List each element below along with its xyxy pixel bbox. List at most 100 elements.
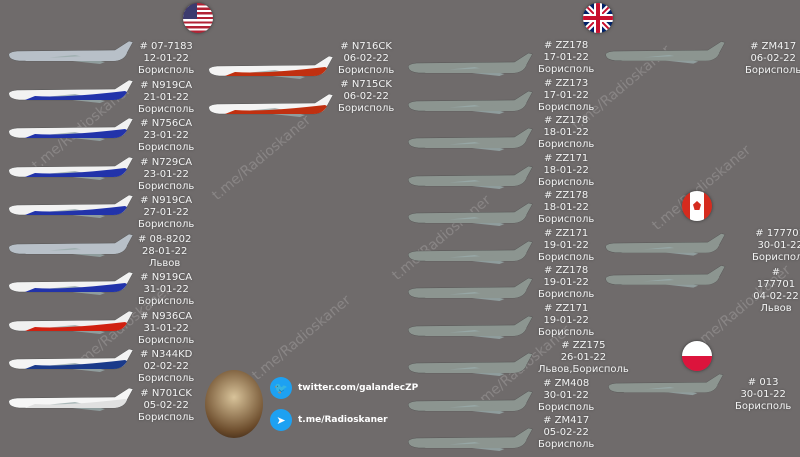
entry-reg: # N701CK bbox=[140, 387, 192, 399]
flight-entry: # N715CK 06-02-22 Борисполь bbox=[338, 79, 394, 115]
entry-reg: # ZZ171 bbox=[543, 302, 589, 314]
entry-date: 30-01-22 bbox=[543, 389, 589, 401]
entry-reg: # N715CK bbox=[340, 79, 392, 90]
telegram-icon: ➤ bbox=[270, 409, 292, 431]
flight-entry: # ZZ171 19-01-22 Борисполь bbox=[538, 303, 594, 339]
entry-reg: # N716CK bbox=[340, 41, 392, 52]
flight-entry: # 08-8202 28-01-22 Львов bbox=[138, 234, 191, 270]
entry-date: 02-02-22 bbox=[143, 361, 189, 372]
entry-reg: # 07-7183 bbox=[139, 41, 193, 52]
entry-date: 21-01-22 bbox=[143, 91, 189, 103]
entry-place: Борисполь bbox=[138, 334, 195, 346]
entry-date: 19-01-22 bbox=[543, 277, 589, 288]
entry-place: Борисполь bbox=[138, 373, 195, 384]
uk-flag-icon bbox=[583, 3, 613, 33]
aircraft-image bbox=[5, 310, 135, 340]
flight-entry: # ZZ178 18-01-22 Борисполь bbox=[538, 115, 594, 151]
aircraft-image bbox=[402, 390, 537, 420]
aircraft-image bbox=[5, 271, 135, 301]
entry-place: Борисполь bbox=[745, 65, 800, 76]
entry-date: 27-01-22 bbox=[143, 207, 189, 218]
entry-date: 12-01-22 bbox=[143, 53, 189, 64]
flight-entry: # 177701 04-02-22 Львов bbox=[752, 267, 800, 315]
aircraft-image bbox=[5, 233, 135, 263]
entry-date: 05-02-22 bbox=[543, 427, 589, 438]
entry-reg: # N729CA bbox=[140, 156, 193, 168]
entry-reg: # ZZ173 bbox=[543, 77, 589, 89]
entry-place: Борисполь bbox=[338, 65, 395, 76]
entry-reg: # ZZ171 bbox=[543, 227, 589, 239]
entry-reg: # ZZ175 bbox=[561, 340, 606, 351]
aircraft-image bbox=[402, 352, 537, 382]
aircraft-image bbox=[5, 117, 135, 147]
flight-entry: # N701CK 05-02-22 Борисполь bbox=[138, 388, 194, 424]
entry-date: 26-01-22 bbox=[560, 352, 607, 363]
flight-entry: # N344KD 02-02-22 Борисполь bbox=[138, 349, 194, 385]
entry-date: 04-02-22 bbox=[753, 291, 799, 302]
entry-date: 17-01-22 bbox=[543, 52, 589, 63]
aircraft-image bbox=[205, 55, 335, 85]
entry-reg: # N936CA bbox=[140, 310, 193, 322]
entry-place: Борисполь bbox=[538, 439, 595, 450]
flight-entry: # N919CA 27-01-22 Борисполь bbox=[138, 195, 194, 231]
entry-place: Борисполь bbox=[538, 251, 595, 263]
aircraft-image bbox=[602, 232, 727, 262]
entry-date: 30-01-22 bbox=[757, 240, 800, 251]
entry-date: 19-01-22 bbox=[543, 239, 589, 251]
canada-flag-icon bbox=[682, 191, 712, 221]
telegram-link[interactable]: ➤ t.me/Radioskaner bbox=[270, 409, 388, 431]
entry-reg: # ZM408 bbox=[543, 377, 590, 389]
aircraft-image bbox=[402, 315, 537, 345]
aircraft-image bbox=[205, 93, 335, 123]
entry-reg: # ZM417 bbox=[750, 41, 797, 52]
entry-reg: # 013 bbox=[747, 377, 779, 388]
entry-place: Борисполь bbox=[538, 326, 595, 338]
flight-entry: # N919CA 31-01-22 Борисполь bbox=[138, 272, 194, 308]
entry-reg: # ZZ178 bbox=[543, 40, 589, 51]
flight-entry: # 013 30-01-22 Борисполь bbox=[735, 377, 791, 413]
entry-reg: # N919CA bbox=[140, 195, 193, 206]
entry-date: 06-02-22 bbox=[343, 53, 389, 64]
flight-entry: # ZZ178 17-01-22 Борисполь bbox=[538, 40, 594, 76]
entry-place: Львов bbox=[149, 257, 181, 269]
entry-reg: # 177701 bbox=[755, 228, 800, 239]
entry-place: Борисполь bbox=[138, 142, 195, 153]
aircraft-image bbox=[402, 277, 537, 307]
entry-place: Борисполь bbox=[538, 176, 595, 188]
flight-entry: # ZZ178 19-01-22 Борисполь bbox=[538, 265, 594, 301]
aircraft-image bbox=[402, 240, 537, 270]
entry-date: 18-01-22 bbox=[543, 164, 589, 176]
entry-date: 28-01-22 bbox=[141, 245, 188, 257]
flight-entry: # ZZ173 17-01-22 Борисполь bbox=[538, 78, 594, 114]
entry-reg: # N344KD bbox=[139, 349, 193, 360]
aircraft-image bbox=[605, 372, 725, 402]
twitter-link[interactable]: 🐦 twitter.com/galandecZP bbox=[270, 377, 418, 399]
entry-reg: # 177701 bbox=[756, 267, 796, 290]
aircraft-image bbox=[402, 165, 537, 195]
twitter-icon: 🐦 bbox=[270, 377, 292, 399]
poland-flag-icon bbox=[682, 341, 712, 371]
entry-place: Борисполь bbox=[138, 411, 195, 423]
aircraft-image bbox=[5, 79, 135, 109]
aircraft-image bbox=[402, 52, 537, 82]
entry-place: Борисполь bbox=[138, 219, 195, 230]
usa-flag-icon bbox=[183, 3, 213, 33]
entry-date: 19-01-22 bbox=[543, 314, 589, 326]
telegram-handle: t.me/Radioskaner bbox=[298, 415, 388, 425]
flight-entry: # ZM417 06-02-22 Борисполь bbox=[745, 41, 800, 77]
entry-reg: # ZZ171 bbox=[543, 152, 589, 164]
entry-date: 31-01-22 bbox=[143, 322, 189, 334]
flight-entry: # N716CK 06-02-22 Борисполь bbox=[338, 41, 394, 77]
entry-date: 06-02-22 bbox=[343, 91, 389, 102]
flight-entry: # N729CA 23-01-22 Борисполь bbox=[138, 157, 194, 193]
aircraft-image bbox=[5, 40, 135, 70]
aircraft-image bbox=[402, 427, 537, 457]
entry-date: 23-01-22 bbox=[143, 168, 189, 180]
entry-place: Борисполь bbox=[538, 401, 595, 413]
watermark-text: t.me/Radioskaner bbox=[209, 112, 314, 204]
aircraft-image bbox=[5, 194, 135, 224]
flight-entry: # N936CA 31-01-22 Борисполь bbox=[138, 311, 194, 347]
entry-date: 30-01-22 bbox=[740, 389, 786, 400]
entry-place: Львов bbox=[760, 303, 792, 314]
